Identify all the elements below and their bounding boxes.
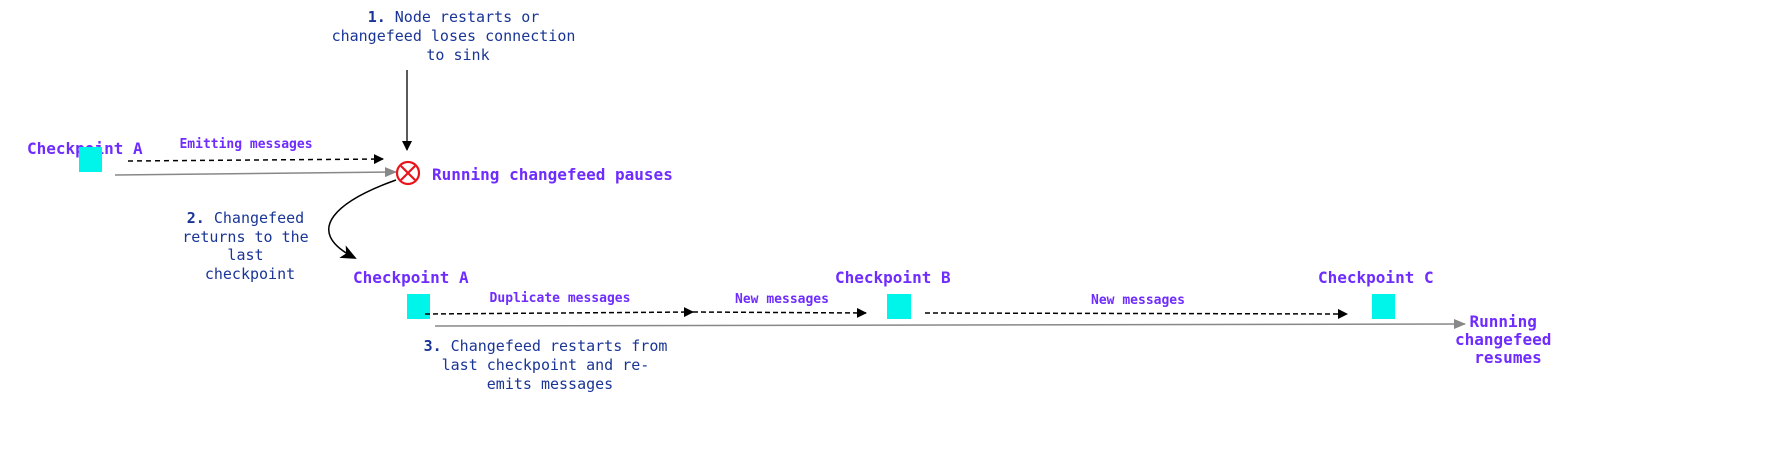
circle-x-icon [395, 160, 421, 186]
step2-line: returns to the [182, 228, 308, 246]
step3-number: 3. [424, 337, 442, 355]
emitting-messages-arrow [127, 154, 384, 165]
new-messages-label: New messages [735, 292, 829, 307]
top-timeline-line [114, 167, 397, 178]
step2-line: checkpoint [205, 265, 295, 283]
step3-line: Changefeed restarts from [451, 337, 668, 355]
checkpoint-b-label: Checkpoint B [835, 268, 951, 287]
checkpoint-c-label: Checkpoint C [1318, 268, 1434, 287]
step1-note: 1. Node restarts or changefeed loses con… [332, 8, 585, 64]
resume-label-line: changefeed [1455, 330, 1551, 349]
step3-line: emits messages [487, 375, 613, 393]
checkpoint-a-marker [407, 294, 430, 319]
step2-line: Changefeed [214, 209, 304, 227]
step2-line: last [227, 246, 263, 264]
duplicate-messages-arrow [424, 307, 694, 318]
checkpoint-c-marker [1372, 294, 1395, 319]
step2-number: 2. [187, 209, 205, 227]
bottom-timeline-line [434, 319, 1466, 330]
pause-label: Running changefeed pauses [432, 165, 673, 184]
duplicate-messages-label: Duplicate messages [490, 291, 631, 306]
step2-note: 2. Changefeed returns to the last checkp… [182, 209, 317, 283]
resume-label-line: resumes [1474, 348, 1541, 367]
step3-line: last checkpoint and re- [442, 356, 650, 374]
new-messages-label: New messages [1091, 293, 1185, 308]
resume-label-line: Running [1469, 312, 1536, 331]
step1-line: to sink [426, 46, 489, 64]
new-messages-arrow [924, 308, 1348, 319]
step1-number: 1. [368, 8, 386, 26]
return-to-checkpoint-arrow [328, 179, 397, 259]
checkpoint-a-marker [79, 147, 102, 172]
step1-line: changefeed loses connection [332, 27, 576, 45]
step1-line: Node restarts or [395, 8, 540, 26]
checkpoint-a-label: Checkpoint A [353, 268, 469, 287]
resume-label: Running changefeed resumes [1455, 312, 1561, 367]
new-messages-arrow [692, 307, 867, 318]
emitting-messages-label: Emitting messages [179, 137, 312, 152]
checkpoint-b-marker [887, 294, 911, 319]
step3-note: 3. Changefeed restarts from last checkpo… [424, 337, 677, 393]
